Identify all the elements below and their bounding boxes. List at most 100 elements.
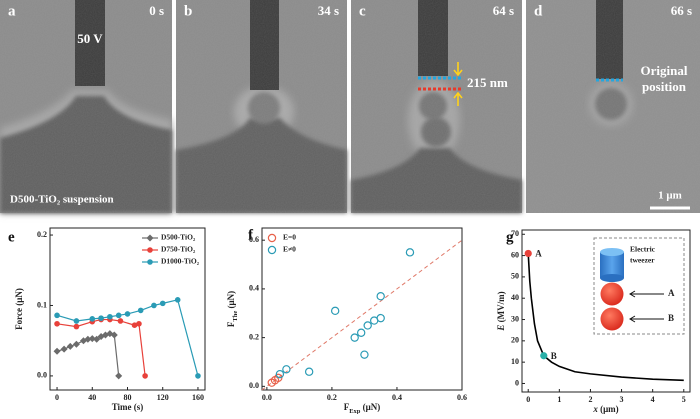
marker: [363, 321, 372, 330]
x-tick-label: 0.0: [262, 393, 272, 402]
y-tick-label: 60: [511, 250, 519, 259]
axis-label-part: E: [496, 325, 506, 332]
marker: [360, 350, 369, 359]
sample-label: D500-TiO₂ suspension: [10, 194, 114, 206]
y-tick-label: 40: [511, 293, 519, 302]
axis-label-part: (μN): [226, 291, 236, 311]
legend-label: D750-TiO₂: [161, 245, 196, 254]
particle: [600, 307, 624, 331]
tweezer-top: [600, 248, 624, 256]
marker: [124, 311, 131, 317]
axis-label-part: (MV/m): [496, 291, 506, 324]
inset-arrow-label: A: [668, 288, 675, 298]
panel-b: b 34 s: [176, 0, 347, 213]
panel-c: c 64 s 215 nm: [351, 0, 522, 213]
annotation: Original: [641, 63, 688, 78]
panel-label: b: [184, 3, 192, 19]
marker: [84, 335, 92, 343]
x-tick-label: 1: [557, 395, 561, 404]
legend-marker: [267, 233, 277, 243]
legend-marker: [147, 259, 153, 265]
marker: [142, 373, 148, 379]
marker: [405, 248, 415, 257]
legend-marker: [267, 245, 277, 255]
marker: [54, 312, 60, 319]
x-tick-label: 160: [192, 393, 204, 402]
marker: [73, 318, 80, 324]
marker: [89, 316, 96, 322]
y-tick-label: 0.0: [37, 371, 47, 380]
panel-label: e: [8, 229, 15, 245]
marker: [93, 335, 101, 343]
panel-label: g: [506, 229, 514, 245]
axis-label: Force (μN): [14, 288, 24, 330]
chart-0: e 0 40 80 120 160 0.0 0.1 0.2 Time (s) Force (μN) D…: [8, 227, 206, 412]
axis-label-part: (μm): [598, 404, 619, 414]
axis-label-part: x: [592, 404, 598, 414]
y-tick-label: 70: [511, 229, 519, 238]
axis-label-part: F: [226, 321, 236, 327]
scale-label: 1 μm: [658, 190, 682, 202]
x-tick-label: 0.4: [392, 393, 402, 402]
plot-frame: [521, 229, 691, 393]
point: [540, 352, 548, 360]
y-tick-label: 30: [511, 314, 519, 323]
arrow: [453, 62, 463, 77]
axis-label-part: Time (s): [112, 402, 144, 412]
marker: [174, 297, 181, 303]
x-tick-label: 120: [157, 393, 169, 402]
marker: [54, 320, 60, 327]
marker: [115, 372, 123, 380]
inset-arrow: [629, 315, 664, 323]
marker: [98, 315, 104, 321]
y-tick-label: 0.0: [249, 381, 259, 390]
marker: [117, 318, 124, 324]
x-tick-label: 0: [526, 395, 530, 404]
axis-label-part: Exp: [349, 408, 361, 414]
axis-label-part: F: [344, 402, 350, 412]
identity-line: [261, 239, 463, 391]
time-label: 64 s: [493, 3, 514, 18]
legend-label: E≠0: [283, 245, 296, 254]
marker: [66, 342, 74, 350]
axis-label: Time (s): [112, 402, 144, 412]
panel-label: d: [534, 3, 543, 19]
y-tick-label: 0.2: [249, 332, 259, 341]
x-tick-label: 0.2: [327, 393, 337, 402]
marker: [304, 367, 314, 376]
panel-label: a: [8, 3, 16, 19]
y-tick-label: 20: [511, 336, 519, 345]
tweezer: [600, 252, 624, 278]
arrow: [453, 91, 463, 106]
axis-label: E (MV/m): [496, 291, 506, 331]
panel-a: a 0 s 50 V D500-TiO₂ suspension: [0, 0, 172, 213]
legend-label: D500-TiO₂: [161, 233, 196, 242]
marker: [131, 322, 138, 329]
x-tick-label: 40: [88, 393, 96, 402]
marker: [88, 335, 96, 343]
x-tick-label: 0: [55, 393, 59, 402]
marker: [350, 333, 359, 342]
panel-label: f: [248, 227, 254, 243]
x-tick-label: 0.6: [457, 393, 467, 402]
tweezer-bottom: [600, 274, 624, 282]
marker: [275, 369, 285, 379]
marker: [376, 292, 385, 301]
x-tick-label: 2: [588, 395, 592, 404]
panel-label: c: [359, 3, 366, 19]
marker: [282, 365, 291, 374]
particle: [600, 282, 624, 306]
y-tick-label: 0.6: [249, 235, 259, 244]
x-tick-label: 3: [620, 395, 624, 404]
inset-label: tweezer: [630, 256, 655, 265]
distance-label: 215 nm: [467, 75, 508, 90]
inset-frame: [593, 237, 685, 335]
y-tick-label: 0: [515, 378, 519, 387]
y-tick-label: 50: [511, 272, 519, 281]
marker: [137, 307, 144, 314]
point-label: B: [551, 351, 557, 361]
inset-arrow: [629, 290, 664, 298]
series-line: [527, 253, 684, 382]
